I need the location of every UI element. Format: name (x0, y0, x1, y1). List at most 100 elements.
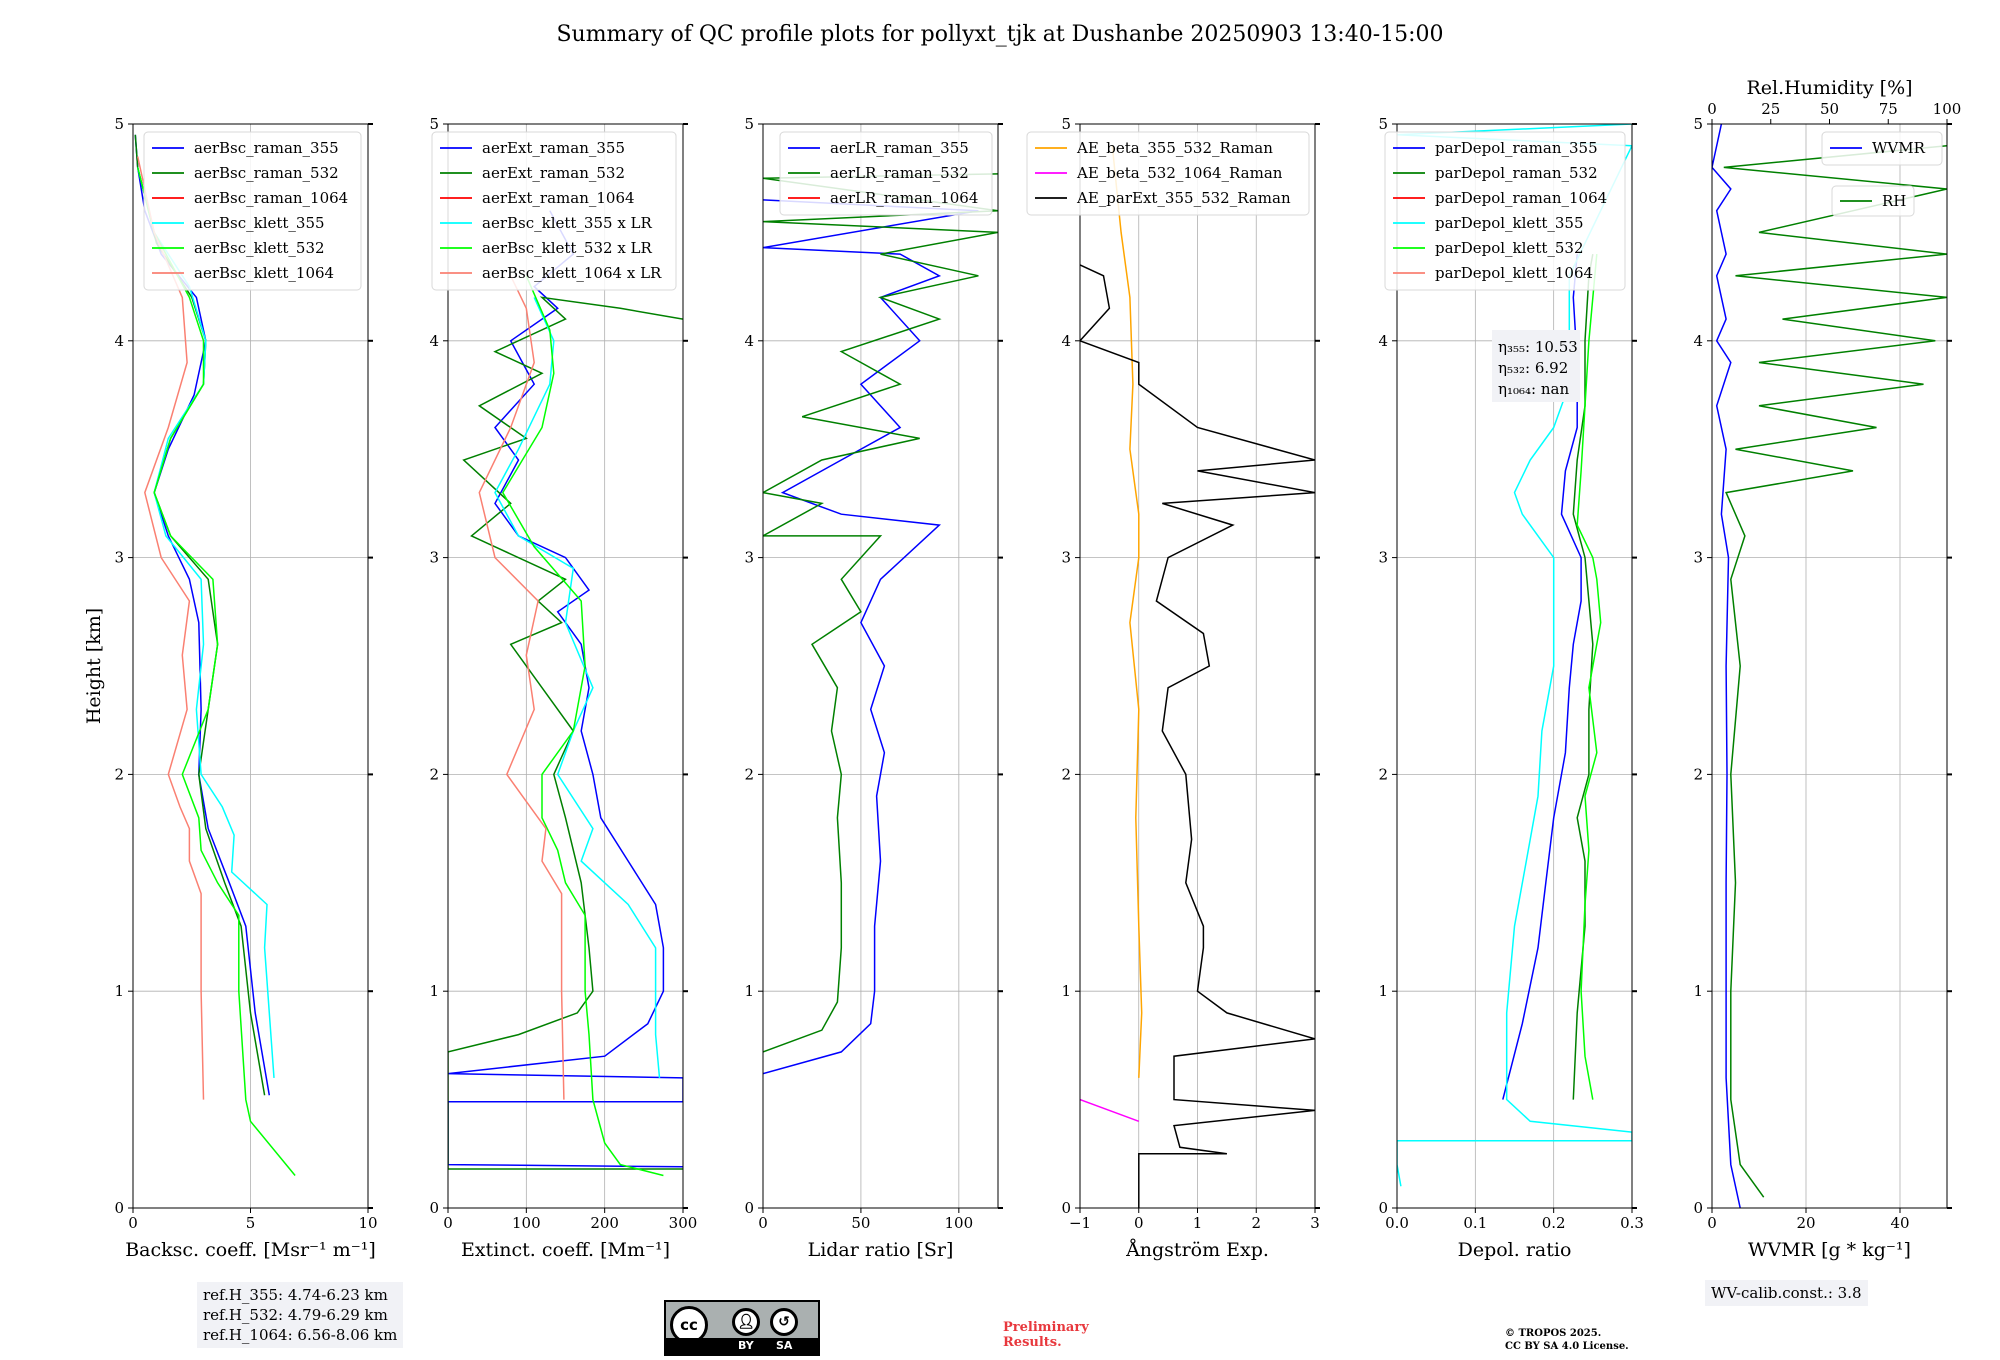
series-line-parDepol_klett_532 (1576, 254, 1602, 1100)
cc-sa-label: SA (776, 1339, 793, 1352)
y-tick-label: 4 (1693, 332, 1703, 350)
legend-box (1026, 131, 1310, 216)
y-tick-label: 0 (1378, 1199, 1388, 1217)
x-tick-label: 5 (246, 1214, 256, 1232)
y-tick-label: 0 (114, 1199, 124, 1217)
y-tick-label: 3 (114, 549, 124, 567)
legend-label: aerLR_raman_532 (830, 164, 969, 182)
axes-frame (1396, 123, 1633, 1209)
legend-label: parDepol_klett_355 (1435, 214, 1584, 232)
legend-label: parDepol_raman_1064 (1435, 189, 1607, 207)
legend-label: aerBsc_raman_532 (194, 164, 339, 182)
series-line-aerBsc_klett_355 x LR (494, 297, 661, 1078)
x-tick-label: 1 (1193, 1214, 1203, 1232)
x-tick-label: 0 (1707, 1214, 1717, 1232)
legend-label: aerLR_raman_1064 (830, 189, 978, 207)
ref-height-1064: ref.H_1064: 6.56-8.06 km (203, 1326, 398, 1344)
cc-by-label: BY (738, 1339, 754, 1352)
panel-lr: 0 50 100 0 1 2 3 4 5 Lidar ratio [Sr] aerLR_raman_… (744, 115, 1003, 1261)
y-tick-label: 4 (1061, 332, 1071, 350)
legend-label: aerBsc_klett_1064 (194, 264, 334, 282)
y-axis-label: Height [km] (83, 608, 105, 724)
y-tick-label: 4 (429, 332, 439, 350)
y-tick-label: 5 (1693, 115, 1703, 133)
legend-label: aerExt_raman_1064 (482, 189, 635, 207)
legend-label: parDepol_klett_532 (1435, 239, 1584, 257)
top-x-tick-label: 25 (1761, 100, 1780, 118)
series-line-aerExt_raman_355 (448, 210, 683, 1168)
preliminary-line-2: Results. (1003, 1335, 1062, 1350)
preliminary-line-1: Preliminary (1003, 1320, 1089, 1335)
series-line-aerBsc_klett_355 (136, 167, 275, 1078)
top-x-tick-label: 75 (1879, 100, 1898, 118)
legend-label: aerBsc_klett_532 (194, 239, 325, 257)
x-axis-label: Backsc. coeff. [Msr⁻¹ m⁻¹] (125, 1239, 376, 1261)
axes-frame (762, 123, 999, 1209)
y-tick-label: 1 (114, 982, 124, 1000)
depol-eta-line: η₅₃₂: 6.92 (1498, 359, 1568, 377)
preliminary-note: Preliminary Results. (1003, 1320, 1163, 1350)
x-tick-label: 0 (1134, 1214, 1144, 1232)
legend-label: aerBsc_klett_355 x LR (482, 214, 653, 232)
depol-eta-box (1492, 330, 1580, 402)
series-line-aerBsc_klett_532 x LR (501, 275, 664, 1177)
depol-eta-line: η₁₀₆₄: nan (1498, 380, 1569, 398)
series-line-aerBsc_klett_532 (136, 167, 296, 1176)
y-tick-label: 5 (1061, 115, 1071, 133)
panel-depol: 0.0 0.1 0.2 0.3 0 1 2 3 4 5 Depol. ratio parDepol_r… (1378, 115, 1643, 1261)
legend-label: aerExt_raman_355 (482, 139, 625, 157)
panel-wv: 0 20 40 0 1 2 3 4 5 WVMR [g * kg⁻¹] 0 25 50 75 100 Rel.… (1693, 77, 1961, 1261)
x-tick-label: 0.3 (1620, 1214, 1644, 1232)
copyright-note: © TROPOS 2025. CC BY SA 4.0 License. (1505, 1327, 1705, 1353)
legend-label: aerBsc_klett_1064 x LR (482, 264, 662, 282)
y-tick-label: 0 (1061, 1199, 1071, 1217)
y-tick-label: 2 (114, 765, 124, 783)
y-tick-label: 5 (114, 115, 124, 133)
x-tick-label: 100 (945, 1214, 974, 1232)
copyright-line-2: CC BY SA 4.0 License. (1505, 1341, 1629, 1352)
series-line-aerLR_raman_355 (763, 199, 979, 1075)
y-tick-label: 5 (1378, 115, 1388, 133)
y-tick-label: 2 (429, 765, 439, 783)
x-tick-label: 0.1 (1463, 1214, 1487, 1232)
y-tick-label: 2 (1378, 765, 1388, 783)
cc-badge-bar: BY SA (666, 1338, 818, 1354)
cc-license-badge: cc 👤︎ ↺ BY SA (664, 1300, 820, 1356)
y-tick-label: 3 (1378, 549, 1388, 567)
x-tick-label: 40 (1890, 1214, 1909, 1232)
legend-box (1384, 131, 1626, 291)
y-tick-label: 5 (429, 115, 439, 133)
x-axis-label: Extinct. coeff. [Mm⁻¹] (461, 1239, 670, 1261)
y-tick-label: 0 (429, 1199, 439, 1217)
panel-bsc: 0 5 10 0 1 2 3 4 5 Backsc. coeff. [Msr⁻¹ m⁻¹] Heig… (83, 115, 378, 1261)
legend-label: AE_parExt_355_532_Raman (1076, 189, 1291, 207)
legend-box (431, 131, 677, 291)
by-icon: 👤︎ (732, 1308, 760, 1336)
legend-label: aerBsc_klett_355 (194, 214, 325, 232)
y-tick-label: 3 (429, 549, 439, 567)
figure-title: Summary of QC profile plots for pollyxt_… (556, 22, 1444, 47)
series-line-AE_parExt_355_532_Raman (1080, 264, 1315, 1208)
series-line-parDepol_raman_532 (1572, 253, 1594, 1100)
y-tick-label: 4 (744, 332, 754, 350)
x-tick-label: 2 (1251, 1214, 1261, 1232)
x-tick-label: 0.0 (1385, 1214, 1409, 1232)
wv-calibration-box: WV-calib.const.: 3.8 (1705, 1280, 1868, 1306)
y-tick-label: 3 (1693, 549, 1703, 567)
series-line-aerBsc_klett_1064 x LR (478, 275, 565, 1100)
axes-frame (447, 123, 684, 1209)
legend-label: parDepol_raman_532 (1435, 164, 1598, 182)
x-tick-label: −1 (1069, 1214, 1091, 1232)
x-tick-label: 3 (1310, 1214, 1320, 1232)
legend-label: AE_beta_355_532_Raman (1076, 139, 1273, 157)
y-tick-label: 0 (1693, 1199, 1703, 1217)
y-tick-label: 0 (744, 1199, 754, 1217)
legend-label: AE_beta_532_1064_Raman (1076, 164, 1283, 182)
top-x-tick-label: 50 (1820, 100, 1839, 118)
y-tick-label: 1 (1693, 982, 1703, 1000)
axes-frame (1711, 123, 1948, 1209)
series-line-aerExt_raman_532 (448, 296, 683, 1170)
x-tick-label: 10 (358, 1214, 377, 1232)
